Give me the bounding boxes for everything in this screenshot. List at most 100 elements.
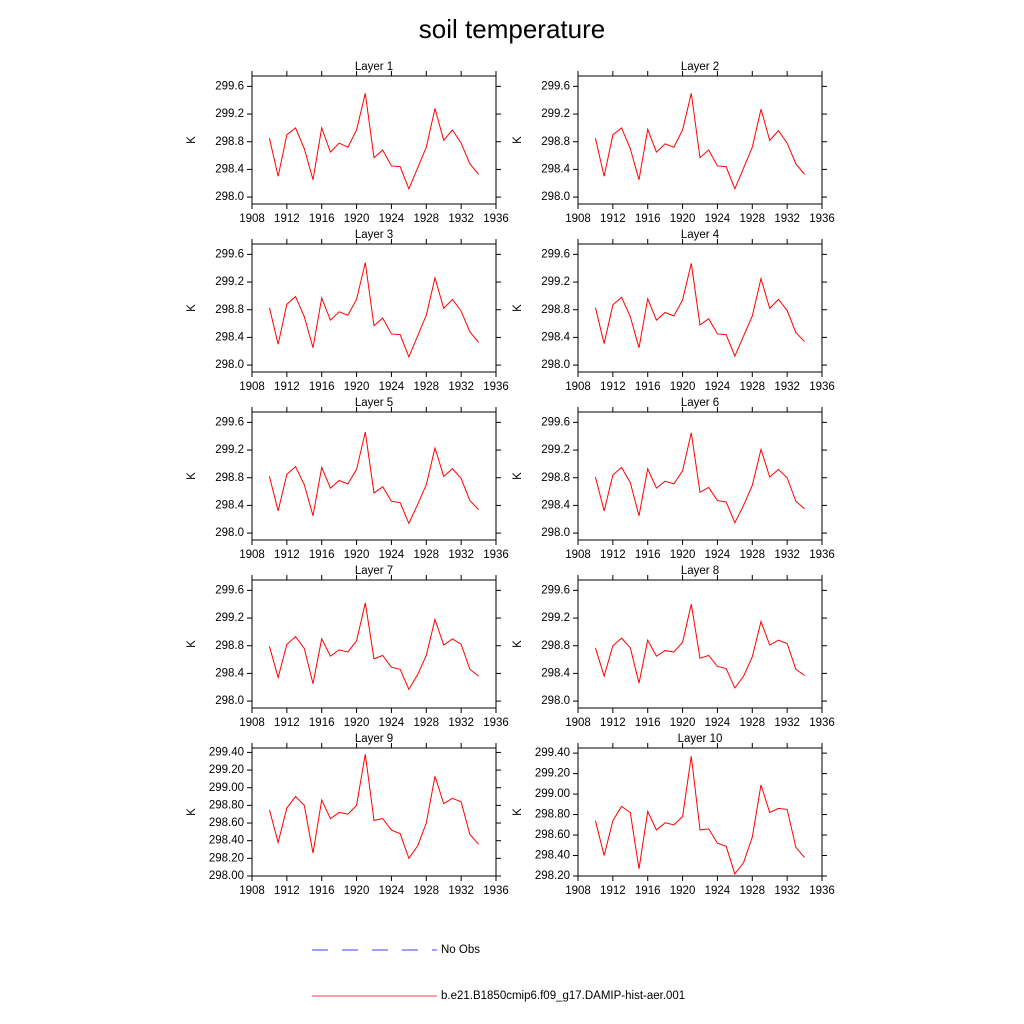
x-tick-label: 1920 [344, 381, 370, 393]
x-tick-label: 1920 [670, 549, 696, 561]
panel-title: Layer 10 [678, 733, 723, 745]
x-tick-label: 1916 [309, 213, 335, 225]
y-tick-label: 298.0 [215, 695, 244, 707]
x-tick-label: 1912 [600, 213, 626, 225]
x-tick-label: 1912 [600, 885, 626, 897]
y-tick-label: 298.0 [541, 359, 570, 371]
x-tick-label: 1908 [239, 885, 265, 897]
x-tick-label: 1912 [274, 381, 300, 393]
x-tick-label: 1928 [413, 885, 439, 897]
x-tick-label: 1908 [239, 381, 265, 393]
x-tick-label: 1936 [809, 381, 835, 393]
x-tick-label: 1932 [448, 381, 474, 393]
x-tick-label: 1924 [705, 549, 731, 561]
x-tick-label: 1936 [483, 213, 509, 225]
x-tick-label: 1912 [274, 549, 300, 561]
y-axis-label: K [186, 808, 198, 816]
x-tick-label: 1932 [448, 549, 474, 561]
data-line [268, 602, 479, 691]
y-tick-label: 299.2 [215, 444, 244, 456]
plot-frame [577, 75, 823, 205]
x-tick-label: 1924 [705, 885, 731, 897]
x-tick-label: 1920 [344, 885, 370, 897]
data-line [594, 263, 805, 358]
x-tick-label: 1924 [379, 381, 405, 393]
x-tick-label: 1932 [448, 213, 474, 225]
y-tick-label: 298.4 [541, 331, 570, 343]
x-tick-label: 1908 [565, 885, 591, 897]
x-tick-label: 1916 [635, 381, 661, 393]
x-tick-label: 1928 [413, 549, 439, 561]
x-tick-label: 1928 [413, 717, 439, 729]
y-axis-label: K [512, 136, 524, 144]
y-tick-label: 299.2 [541, 108, 570, 120]
y-tick-label: 298.20 [535, 870, 570, 882]
data-line [594, 432, 805, 524]
data-line [594, 93, 805, 191]
x-tick-label: 1924 [705, 717, 731, 729]
y-tick-label: 298.00 [209, 870, 244, 882]
y-tick-label: 298.8 [215, 640, 244, 652]
y-tick-label: 298.0 [215, 191, 244, 203]
x-tick-label: 1924 [379, 717, 405, 729]
x-tick-label: 1928 [739, 213, 765, 225]
y-tick-label: 298.80 [535, 809, 570, 821]
x-tick-label: 1936 [483, 885, 509, 897]
plot-frame [251, 243, 497, 373]
y-tick-label: 299.2 [215, 108, 244, 120]
x-tick-label: 1932 [774, 213, 800, 225]
x-tick-label: 1928 [739, 717, 765, 729]
panel-title: Layer 1 [355, 61, 393, 73]
data-line [594, 604, 805, 689]
x-tick-label: 1912 [600, 549, 626, 561]
x-tick-label: 1916 [309, 885, 335, 897]
x-tick-label: 1920 [670, 381, 696, 393]
y-tick-label: 298.60 [535, 829, 570, 841]
x-tick-label: 1908 [239, 213, 265, 225]
x-tick-label: 1932 [774, 381, 800, 393]
x-tick-label: 1920 [670, 717, 696, 729]
y-tick-label: 298.8 [215, 136, 244, 148]
y-tick-label: 298.0 [541, 695, 570, 707]
y-tick-label: 298.4 [541, 499, 570, 511]
x-tick-label: 1920 [344, 717, 370, 729]
legend-label: b.e21.B1850cmip6.f09_g17.DAMIP-hist-aer.… [441, 990, 685, 1002]
x-tick-label: 1932 [774, 549, 800, 561]
x-tick-label: 1916 [309, 549, 335, 561]
y-tick-label: 299.2 [215, 612, 244, 624]
y-tick-label: 298.80 [209, 799, 244, 811]
x-tick-label: 1912 [600, 381, 626, 393]
x-tick-label: 1920 [670, 885, 696, 897]
plot-frame [577, 579, 823, 709]
y-axis-label: K [186, 472, 198, 480]
y-tick-label: 299.2 [215, 276, 244, 288]
y-axis-label: K [512, 472, 524, 480]
x-tick-label: 1936 [809, 885, 835, 897]
y-tick-label: 299.2 [541, 276, 570, 288]
x-tick-label: 1908 [565, 213, 591, 225]
x-tick-label: 1920 [670, 213, 696, 225]
x-tick-label: 1932 [448, 717, 474, 729]
x-tick-label: 1912 [274, 717, 300, 729]
x-tick-label: 1932 [774, 885, 800, 897]
x-tick-label: 1908 [239, 549, 265, 561]
y-tick-label: 299.6 [215, 584, 244, 596]
x-tick-label: 1936 [483, 717, 509, 729]
x-tick-label: 1916 [635, 717, 661, 729]
y-axis-label: K [512, 808, 524, 816]
y-tick-label: 298.8 [541, 136, 570, 148]
x-tick-label: 1936 [483, 381, 509, 393]
x-tick-label: 1936 [809, 717, 835, 729]
y-tick-label: 299.20 [535, 768, 570, 780]
panel-title: Layer 7 [355, 565, 393, 577]
panel-title: Layer 3 [355, 229, 393, 241]
x-tick-label: 1912 [274, 213, 300, 225]
y-tick-label: 298.0 [215, 359, 244, 371]
y-tick-label: 298.4 [541, 163, 570, 175]
figure-title: soil temperature [419, 14, 605, 44]
y-tick-label: 299.00 [535, 788, 570, 800]
y-tick-label: 299.40 [535, 747, 570, 759]
x-tick-label: 1912 [600, 717, 626, 729]
